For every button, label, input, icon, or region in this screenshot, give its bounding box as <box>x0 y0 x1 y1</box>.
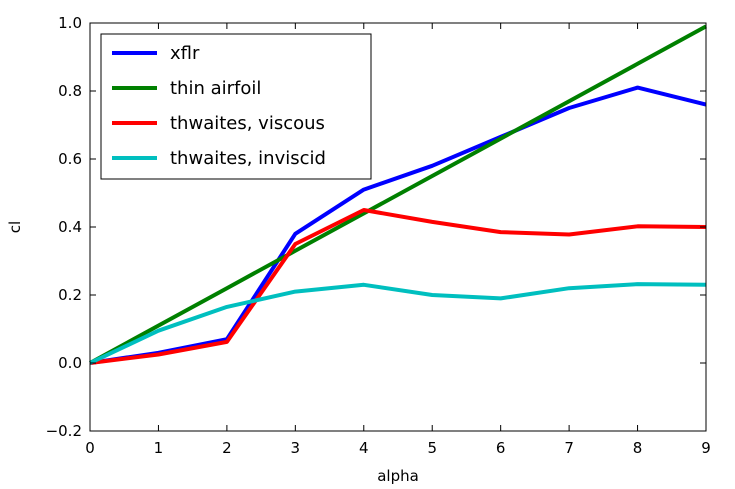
y-tick-label: −0.2 <box>46 422 82 440</box>
series-line-1 <box>89 24 707 365</box>
x-tick-label: 5 <box>427 439 437 457</box>
series-line-2 <box>89 208 707 365</box>
x-tick-label: 0 <box>85 439 95 457</box>
y-tick-label: 0.2 <box>58 286 82 304</box>
x-tick-label: 3 <box>291 439 301 457</box>
legend-label-0: xflr <box>170 43 200 64</box>
y-tick-label: 1.0 <box>58 14 82 32</box>
x-tick-label: 2 <box>222 439 232 457</box>
legend-label-1: thin airfoil <box>170 78 261 99</box>
series-lines <box>89 24 707 365</box>
y-tick-label: 0.0 <box>58 354 82 372</box>
series-line-0 <box>89 85 707 365</box>
y-tick-label: 0.6 <box>58 150 82 168</box>
x-tick-label: 1 <box>154 439 164 457</box>
legend-label-2: thwaites, viscous <box>170 113 325 134</box>
y-tick-label: 0.8 <box>58 82 82 100</box>
legend-label-3: thwaites, inviscid <box>170 148 326 169</box>
legend-box <box>100 33 372 180</box>
x-tick-label: 9 <box>701 439 711 457</box>
x-axis-label: alpha <box>377 467 419 485</box>
x-tick-label: 7 <box>564 439 574 457</box>
y-axis-label: cl <box>6 221 24 233</box>
axis-ticks: 0 1 2 3 4 5 6 7 8 9 −0.2 0.0 0.2 0.4 0.6 0.8 1.0 <box>46 14 711 457</box>
legend: xflr thin airfoil thwaites, viscous thwaite… <box>100 33 372 180</box>
x-tick-label: 6 <box>496 439 506 457</box>
x-tick-label: 4 <box>359 439 369 457</box>
x-tick-label: 8 <box>633 439 643 457</box>
series-line-3 <box>89 282 707 365</box>
y-tick-label: 0.4 <box>58 218 82 236</box>
